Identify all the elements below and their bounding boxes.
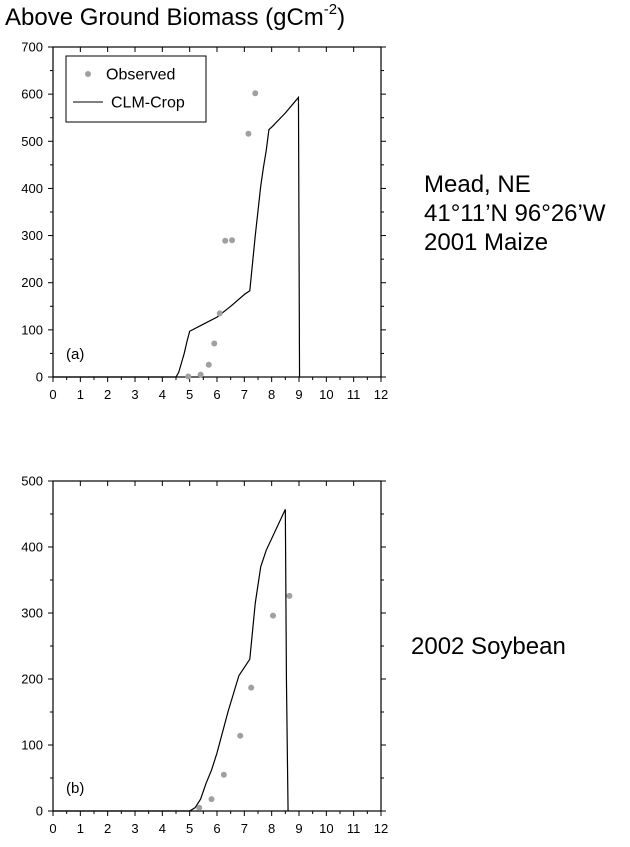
x-tick-label: 10: [319, 387, 333, 402]
x-tick-label: 11: [347, 387, 361, 402]
y-tick-label: 400: [21, 181, 43, 196]
legend-observed-marker: [85, 71, 91, 77]
site-label-panel-b: 2002 Soybean: [411, 632, 566, 661]
x-tick-label: 0: [49, 387, 56, 402]
x-tick-label: 9: [295, 821, 302, 836]
legend-observed-label: Observed: [106, 67, 175, 84]
x-tick-label: 7: [241, 387, 248, 402]
y-tick-label: 400: [21, 540, 43, 555]
x-tick-label: 11: [347, 821, 361, 836]
y-tick-label: 300: [21, 228, 43, 243]
observed-point: [248, 684, 255, 691]
observed-point: [220, 771, 227, 778]
x-tick-label: 2: [104, 387, 111, 402]
y-tick-label: 500: [21, 474, 43, 489]
y-tick-label: 600: [21, 87, 43, 102]
clm-crop-line: [53, 509, 289, 812]
observed-point: [208, 796, 215, 803]
site-name: Mead, NE: [424, 171, 531, 198]
x-tick-label: 12: [374, 387, 388, 402]
observed-point: [286, 592, 293, 599]
panel-label: (b): [66, 780, 84, 797]
observed-point: [216, 310, 223, 317]
x-tick-label: 1: [77, 821, 84, 836]
crop-year-a: 2001 Maize: [424, 229, 549, 256]
legend-model-label: CLM-Crop: [111, 95, 185, 112]
x-tick-label: 4: [159, 387, 166, 402]
observed-point: [270, 612, 277, 619]
y-tick-label: 0: [36, 370, 43, 385]
y-tick-label: 100: [21, 738, 43, 753]
figure-title-close: ): [337, 4, 346, 31]
x-tick-label: 0: [49, 821, 56, 836]
y-tick-label: 200: [21, 275, 43, 290]
panel-a-maize: 0 1 2 3 4 5 6 7 8 9 10 11 120100200300400500600700(a…: [21, 40, 388, 403]
observed-point: [245, 130, 252, 137]
x-tick-label: 12: [374, 821, 388, 836]
observed-point: [229, 237, 236, 244]
observed-point: [211, 340, 218, 347]
y-tick-label: 200: [21, 672, 43, 687]
x-tick-label: 2: [104, 821, 111, 836]
x-tick-label: 8: [268, 821, 275, 836]
site-coordinates: 41°11’N 96°26’W: [424, 200, 606, 227]
figure-title-superscript: -2: [323, 1, 338, 18]
observed-point: [252, 90, 259, 97]
x-tick-label: 5: [186, 387, 193, 402]
y-tick-label: 700: [21, 40, 43, 55]
x-tick-label: 8: [268, 387, 275, 402]
observed-point: [222, 237, 229, 244]
x-tick-label: 6: [213, 387, 220, 402]
x-tick-label: 3: [131, 387, 138, 402]
x-tick-label: 10: [319, 821, 333, 836]
site-label-panel-a: Mead, NE 41°11’N 96°26’W 2001 Maize: [424, 170, 606, 257]
x-tick-label: 7: [241, 821, 248, 836]
figure-title-text: Above Ground Biomass (gCm: [5, 4, 324, 31]
x-tick-label: 1: [77, 387, 84, 402]
plot-frame: [52, 480, 382, 812]
panel-label: (a): [66, 346, 84, 363]
figure-title: Above Ground Biomass (gCm-2): [5, 1, 346, 32]
observed-point: [197, 371, 204, 378]
clm-crop-line: [53, 95, 301, 378]
x-tick-label: 3: [131, 821, 138, 836]
x-tick-label: 6: [213, 821, 220, 836]
y-tick-label: 0: [36, 804, 43, 819]
y-tick-label: 500: [21, 134, 43, 149]
observed-point: [205, 361, 212, 368]
y-tick-label: 300: [21, 606, 43, 621]
observed-point: [185, 373, 192, 380]
x-tick-label: 5: [186, 821, 193, 836]
x-tick-label: 9: [295, 387, 302, 402]
x-tick-label: 4: [159, 821, 166, 836]
observed-point: [237, 732, 244, 739]
legend-box: [65, 55, 207, 123]
crop-year-b: 2002 Soybean: [411, 633, 566, 660]
observed-point: [196, 804, 203, 811]
y-tick-label: 100: [21, 322, 43, 337]
